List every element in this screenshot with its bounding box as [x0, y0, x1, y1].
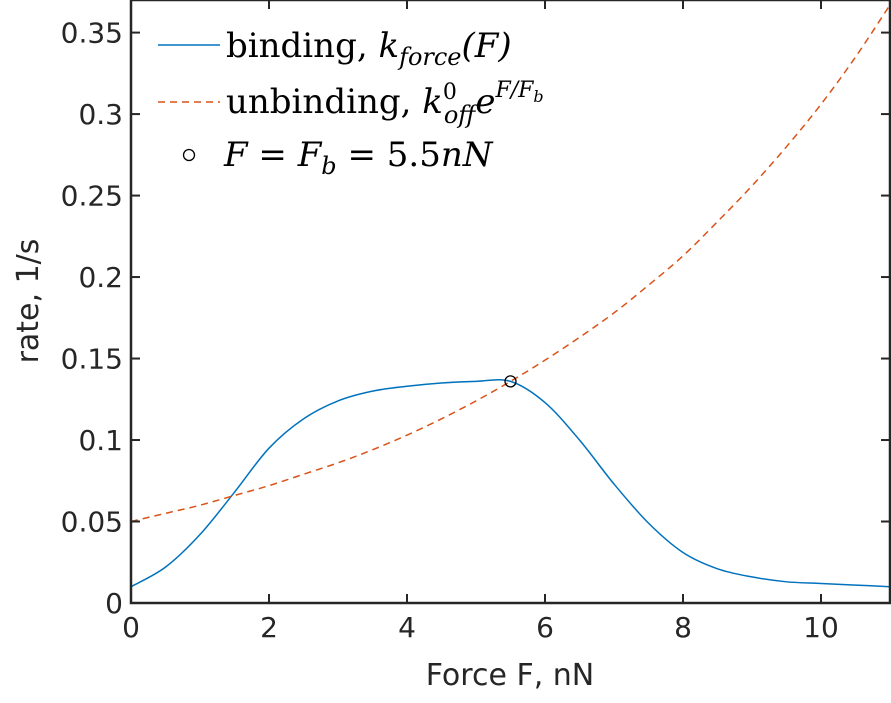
x-tick-label: 6 — [536, 611, 554, 644]
plot-frame — [129, 0, 891, 605]
y-tick-label: 0.15 — [61, 343, 123, 376]
legend: binding, kforce(F) unbinding, k0 offeF/Fb… — [158, 26, 544, 180]
legend-binding-label: binding, kforce(F) — [226, 26, 512, 71]
x-tick-label: 0 — [122, 611, 140, 644]
series-line-unbinding — [130, 4, 891, 523]
legend-binding-k: k — [378, 26, 399, 66]
legend-unbinding-k: k — [422, 82, 443, 122]
legend-marker-eq2: = 5.5 — [337, 135, 441, 175]
ticks-layer — [130, 0, 890, 604]
x-tick-label: 4 — [398, 611, 416, 644]
legend-marker-F: F — [223, 135, 249, 175]
legend-unbinding-sub: off — [444, 101, 479, 129]
x-tick-label: 10 — [803, 611, 839, 644]
y-tick-label: 0 — [105, 587, 123, 620]
y-tick-label: 0.1 — [78, 424, 123, 457]
legend-marker-unit: nN — [441, 135, 494, 175]
legend-binding-text: binding, — [226, 26, 378, 66]
tick-labels: 0 2 4 6 8 10 0 0.05 0.1 0.15 0.2 0.25 0.3 0.35 — [61, 17, 839, 644]
marker-layer — [504, 375, 517, 388]
legend-unbinding-exp-sub: b — [533, 87, 543, 106]
x-tick-label: 2 — [260, 611, 278, 644]
y-axis-label: rate, 1/s — [11, 239, 46, 364]
legend-marker-eq1: = — [248, 135, 298, 175]
plot-background — [131, 0, 890, 603]
legend-unbinding-exp: F/F — [494, 78, 534, 103]
y-tick-label: 0.25 — [61, 180, 123, 213]
legend-unbinding-sup: 0 — [443, 80, 457, 105]
legend-unbinding-text: unbinding, — [226, 82, 422, 122]
series-layer — [130, 4, 891, 588]
legend-marker-label: F = Fb = 5.5nN — [223, 135, 494, 180]
legend-binding-arg: (F) — [462, 26, 512, 66]
x-tick-label: 8 — [674, 611, 692, 644]
series-line-binding — [130, 378, 891, 588]
legend-marker-Fb-sub: b — [321, 152, 336, 180]
legend-marker-symbol — [182, 148, 196, 162]
x-axis-label: Force F, nN — [426, 658, 595, 693]
y-tick-label: 0.3 — [78, 98, 123, 131]
crossover-marker — [504, 375, 517, 388]
legend-marker-Fb: F — [297, 135, 323, 175]
y-tick-label: 0.2 — [78, 261, 123, 294]
y-tick-label: 0.05 — [61, 506, 123, 539]
legend-unbinding-e: e — [475, 82, 495, 122]
legend-unbinding-label: unbinding, k0 offeF/Fb — [226, 78, 544, 129]
legend-binding-sub: force — [397, 43, 461, 71]
y-tick-label: 0.35 — [61, 17, 123, 50]
